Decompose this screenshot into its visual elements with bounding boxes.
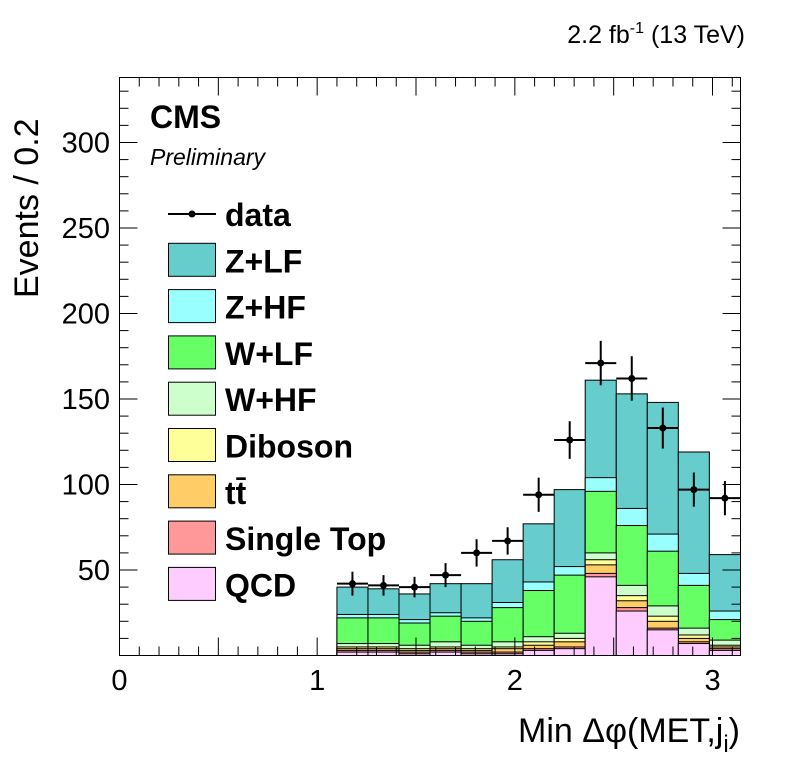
- legend-label: data: [225, 197, 291, 233]
- y-tick-label-2: 150: [62, 384, 110, 416]
- legend-entry-single-top: Single Top: [168, 520, 386, 557]
- bar-qcd-7: [553, 648, 586, 657]
- y-tick-label-5: 300: [62, 127, 110, 159]
- bar-qcd-11: [677, 643, 710, 657]
- preliminary-label: Preliminary: [150, 144, 267, 170]
- legend-label: W+HF: [225, 382, 317, 418]
- data-point-4: [461, 539, 493, 567]
- y-tick-label-4: 250: [62, 213, 110, 245]
- axes: 0 1 2 3 50 100 150 200 250 300: [62, 77, 741, 697]
- legend-label: Z+HF: [225, 290, 306, 326]
- y-tick-label-0: 50: [78, 555, 110, 587]
- data-point-11: [678, 472, 710, 507]
- data-point-9: [616, 356, 648, 401]
- x-tick-label-3: 3: [704, 665, 720, 697]
- data-point-8: [585, 340, 617, 386]
- legend-entry-z-hf: Z+HF: [168, 289, 306, 326]
- legend-label: W+LF: [225, 336, 313, 372]
- legend-entry-w-hf: W+HF: [168, 381, 317, 418]
- lumi-label: 2.2 fb-1 (13 TeV): [567, 20, 745, 49]
- data-point-6: [523, 477, 555, 512]
- legend-entry-tt-: tt̄: [168, 474, 247, 511]
- legend-label: QCD: [225, 567, 296, 603]
- legend-entry-diboson: Diboson: [168, 428, 353, 465]
- data-point-2: [399, 576, 431, 598]
- y-axis-label: Events / 0.2: [8, 118, 46, 298]
- x-tick-label-2: 2: [507, 665, 523, 697]
- legend-label: tt̄: [225, 475, 247, 511]
- bar-qcd-6: [522, 649, 555, 656]
- x-axis-label: Min Δφ(MET,ji): [518, 712, 740, 758]
- bar-qcd-12: [708, 649, 742, 656]
- data-point-10: [647, 407, 679, 449]
- stacked-bars: [336, 379, 742, 657]
- legend: data Z+LF Z+HF W+LF W+HF Diboson tt̄ Single Top…: [168, 197, 386, 603]
- data-point-7: [554, 421, 586, 459]
- legend-entry-data: data: [168, 197, 291, 233]
- bar-qcd-3: [429, 651, 462, 657]
- plot-frame: [119, 77, 741, 656]
- data-point-1: [367, 575, 400, 596]
- data-point-0: [336, 571, 368, 596]
- legend-entry-qcd: QCD: [168, 566, 296, 603]
- y-tick-label-1: 100: [62, 469, 110, 501]
- bar-qcd-10: [646, 629, 679, 657]
- data-points: [336, 340, 741, 598]
- bar-qcd-0: [336, 651, 369, 657]
- legend-label: Single Top: [225, 521, 386, 557]
- data-point-12: [709, 481, 741, 516]
- legend-entry-w-lf: W+LF: [168, 335, 313, 372]
- bar-qcd-8: [584, 576, 617, 656]
- x-tick-label-1: 1: [309, 665, 325, 697]
- legend-label: Diboson: [225, 429, 353, 465]
- legend-entry-z-lf: Z+LF: [168, 242, 302, 279]
- bar-qcd-9: [615, 610, 648, 656]
- x-tick-label-0: 0: [111, 665, 127, 697]
- bar-qcd-1: [367, 651, 400, 657]
- cms-label: CMS: [150, 99, 221, 135]
- data-point-5: [492, 527, 524, 555]
- y-tick-label-3: 200: [62, 298, 110, 330]
- legend-label: Z+LF: [225, 243, 302, 279]
- data-point-3: [430, 563, 462, 588]
